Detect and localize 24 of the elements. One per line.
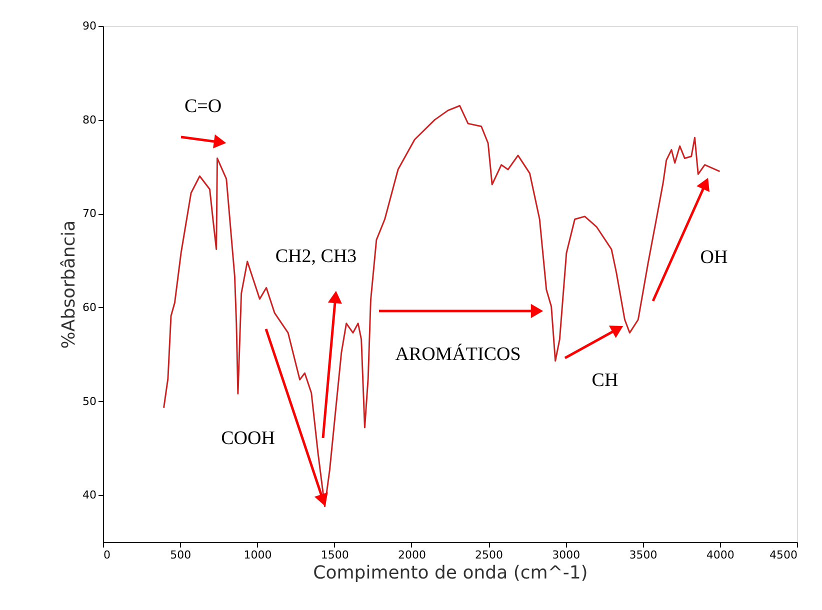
y-tick-label: 90 [82,20,96,32]
annotation: C=O [184,96,222,117]
x-tick-label: 3000 [552,548,580,562]
x-tick-label: 4500 [770,548,798,562]
x-tick-label: 1500 [320,548,349,562]
y-tick-label: 60 [82,300,96,314]
x-tick-label: 2000 [398,548,426,562]
y-tick-label: 80 [82,113,96,126]
x-tick-label: 1000 [244,548,272,562]
annotation: COOH [221,428,276,449]
x-tick-label: 3500 [629,548,658,562]
y-tick-label: 40 [82,488,96,502]
x-tick-label: 4000 [706,548,734,562]
x-axis-title: Compimento de onda (cm^-1) [313,562,588,584]
x-tick-label: 0 [104,548,110,562]
y-tick-label: 70 [82,207,96,220]
annotation: AROMÁTICOS [395,343,521,365]
x-tick-label: 2500 [475,548,504,562]
y-tick-label: 50 [82,394,96,408]
y-axis-title: %Absorbância [58,220,80,349]
x-tick-label: 500 [170,548,192,562]
annotation: OH [700,247,728,268]
annotation: CH [592,370,618,391]
annotation: CH2, CH3 [275,246,357,267]
